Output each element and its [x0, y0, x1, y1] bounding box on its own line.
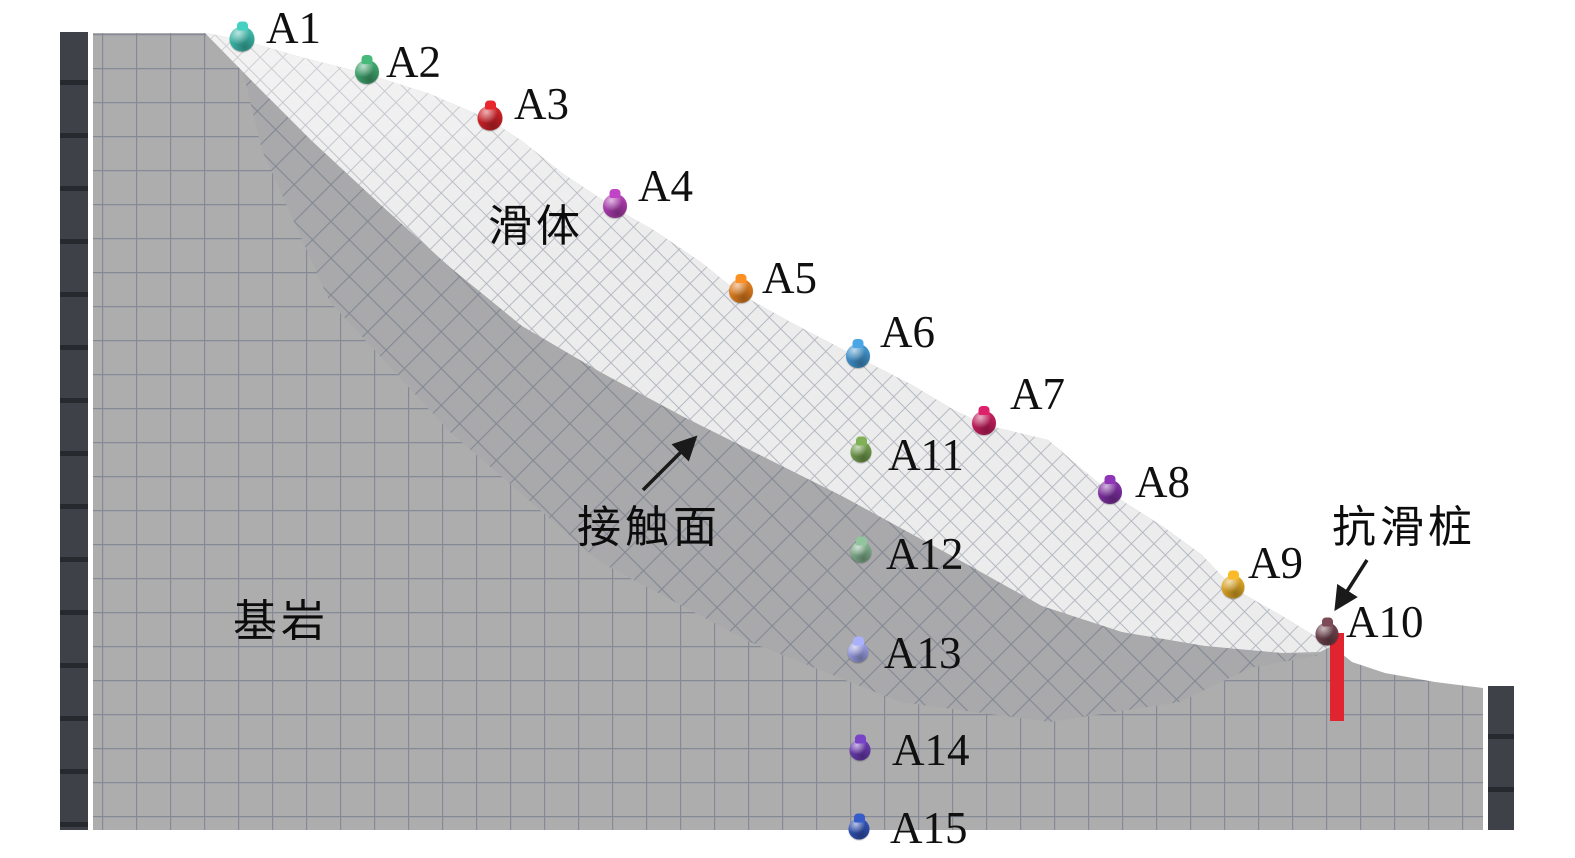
label-sliding-body: 滑体	[488, 202, 584, 251]
monitor-point-a6	[846, 344, 870, 368]
monitor-point-label-a7: A7	[1010, 369, 1065, 419]
label-bedrock: 基岩	[233, 597, 329, 646]
monitor-point-label-a3: A3	[514, 79, 569, 129]
monitor-point-a5	[729, 279, 753, 303]
monitor-point-label-a8: A8	[1135, 457, 1190, 507]
monitor-point-a2	[355, 60, 379, 84]
left-boundary-bar	[60, 32, 88, 830]
monitor-point-label-a6: A6	[880, 307, 935, 357]
anti-slide-pile-arrow	[1334, 559, 1369, 612]
monitor-point-label-a11: A11	[888, 430, 964, 480]
monitor-point-a9	[1221, 575, 1245, 599]
right-boundary-bar	[1488, 686, 1514, 830]
monitor-point-a15	[848, 818, 870, 840]
label-contact-surface: 接触面	[577, 503, 721, 552]
monitor-point-a1	[229, 26, 255, 52]
monitor-point-a10	[1315, 622, 1339, 646]
monitor-point-label-a14: A14	[892, 725, 970, 775]
anti-slide-pile	[1330, 633, 1344, 721]
monitor-point-label-a5: A5	[762, 253, 817, 303]
monitor-point-a13	[847, 641, 869, 663]
label-anti-slide-pile: 抗滑桩	[1332, 503, 1476, 552]
monitor-point-a3	[477, 105, 503, 131]
monitor-point-a8	[1098, 480, 1122, 504]
monitor-point-label-a15: A15	[890, 803, 968, 853]
monitor-point-label-a9: A9	[1248, 538, 1303, 588]
monitor-point-a4	[603, 194, 627, 218]
monitor-point-a7	[972, 411, 996, 435]
monitor-point-label-a10: A10	[1346, 597, 1424, 647]
monitor-point-label-a1: A1	[266, 3, 321, 53]
monitor-point-label-a13: A13	[884, 628, 962, 678]
monitor-point-label-a2: A2	[386, 37, 441, 87]
monitor-point-a11	[850, 441, 872, 463]
sliding-body-highlight	[205, 33, 1332, 653]
monitor-point-a12	[850, 541, 872, 563]
monitor-point-label-a12: A12	[886, 529, 964, 579]
contact-surface-arrow	[641, 435, 698, 492]
monitor-point-a14	[849, 739, 871, 761]
monitor-point-label-a4: A4	[638, 161, 693, 211]
bedrock-diagonal-band	[205, 33, 1320, 722]
